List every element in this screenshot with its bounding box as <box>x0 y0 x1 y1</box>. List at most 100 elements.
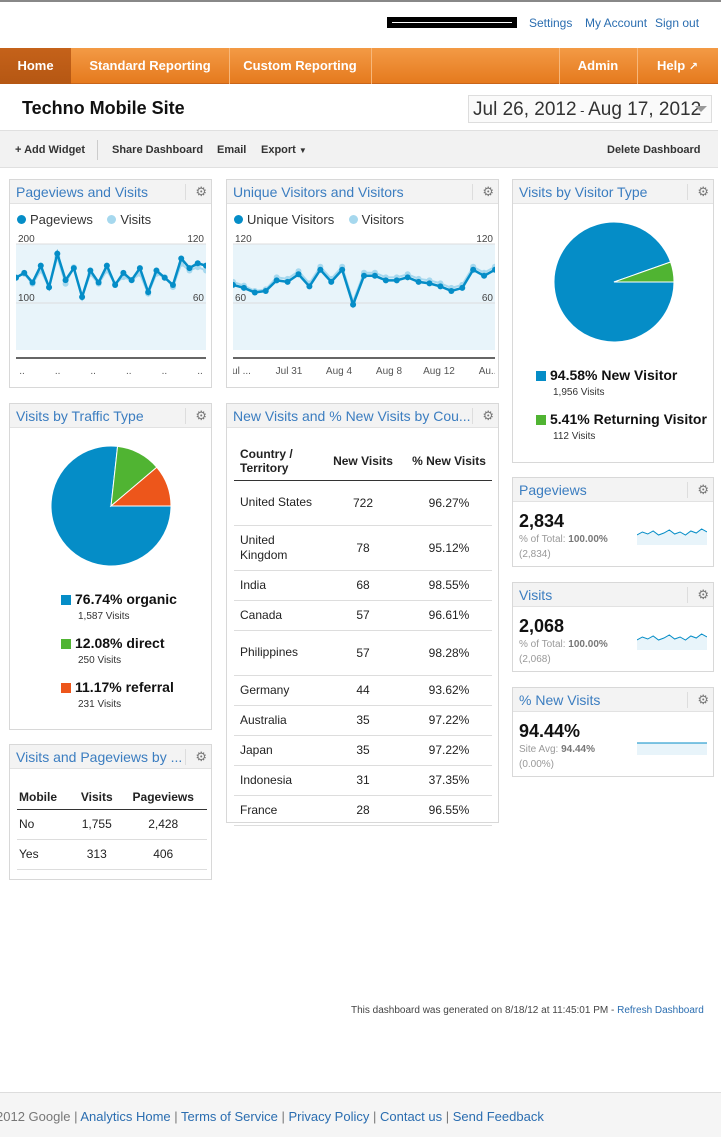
data-point <box>95 279 102 286</box>
dashboard-toolbar: + Add Widget Share Dashboard Email Expor… <box>0 130 718 168</box>
table-row: Indonesia 31 37.35% <box>234 765 492 795</box>
data-point <box>54 250 61 257</box>
data-point <box>29 279 36 286</box>
table-cell: 35 <box>356 743 370 757</box>
x-tick-label: .. <box>162 366 168 377</box>
table-row: France 28 96.55% <box>234 795 492 825</box>
table-cell: 96.27% <box>428 495 470 510</box>
table-cell: 57 <box>356 645 370 660</box>
refresh-dashboard-link[interactable]: Refresh Dashboard <box>617 1005 704 1016</box>
nav-custom-reporting[interactable]: Custom Reporting <box>243 58 357 73</box>
new-visits-sparkline <box>637 742 707 755</box>
metric-value: 2,834 <box>519 511 565 531</box>
data-point <box>194 260 201 267</box>
data-point <box>404 274 411 281</box>
data-point <box>240 284 247 291</box>
nav-standard-reporting[interactable]: Standard Reporting <box>89 58 211 73</box>
widget-pageviews-visits: Pageviews and Visits ⚙ Pageviews Visits 2… <box>9 179 212 388</box>
footer-link-terms[interactable]: Terms of Service <box>181 1109 278 1124</box>
gear-icon[interactable]: ⚙ <box>185 184 207 200</box>
gear-icon[interactable]: ⚙ <box>687 692 709 708</box>
table-cell: 722 <box>352 495 374 510</box>
footer-link-feedback[interactable]: Send Feedback <box>452 1109 544 1124</box>
share-dashboard-button[interactable]: Share Dashboard <box>112 144 204 156</box>
table-cell: Canada <box>240 607 283 622</box>
table-cell: 96.55% <box>428 803 470 817</box>
pie-slice-returning-visitor <box>613 261 675 283</box>
legend-visits: Visits <box>120 212 152 227</box>
nav-home[interactable]: Home <box>0 48 71 84</box>
footer-link-contact[interactable]: Contact us <box>379 1109 443 1124</box>
sign-out-link[interactable]: Sign out <box>655 16 700 30</box>
settings-link[interactable]: Settings <box>529 16 573 30</box>
column-header: Country / Territory <box>240 446 293 475</box>
metric-value: 94.44% <box>519 721 581 741</box>
widget-pageviews: Pageviews ⚙ 2,834 % of Total: 100.00% (2,… <box>512 477 714 567</box>
metric-total: (2,068) <box>519 654 551 665</box>
pie-label-organic: 76.74% organic <box>75 591 177 607</box>
mobile-table: Mobile Visits Pageviews No 1,755 2,428 Yes 3… <box>17 785 207 870</box>
date-range-picker[interactable]: Jul 26, 2012 - Aug 17, 2012 <box>468 95 712 123</box>
table-row: United States 722 96.27% <box>234 480 492 525</box>
export-button[interactable]: Export ▼ <box>261 144 307 156</box>
widget-new-visits-country: New Visits and % New Visits by Cou... ⚙ C… <box>226 403 499 826</box>
x-tick-label: .. <box>126 366 132 377</box>
widget-title: Visits and Pageviews by ... <box>16 749 183 765</box>
footer-link-privacy[interactable]: Privacy Policy <box>288 1109 370 1124</box>
footer: 2012 Google | Analytics Home | Terms of … <box>0 1092 721 1137</box>
footer-link-analytics-home[interactable]: Analytics Home <box>80 1109 171 1124</box>
gear-icon[interactable]: ⚙ <box>472 408 494 424</box>
table-row: Germany 44 93.62% <box>234 675 492 705</box>
gear-icon[interactable]: ⚙ <box>687 587 709 603</box>
table-cell: Germany <box>240 682 290 697</box>
data-point <box>415 278 422 285</box>
gear-icon[interactable]: ⚙ <box>472 184 494 200</box>
data-point <box>70 265 77 272</box>
widget-new-visits-pct: % New Visits ⚙ 94.44% Site Avg: 94.44% (0… <box>512 687 714 777</box>
delete-dashboard-button[interactable]: Delete Dashboard <box>607 144 701 156</box>
my-account-link[interactable]: My Account <box>585 16 648 30</box>
chevron-down-icon <box>695 106 707 112</box>
email-button[interactable]: Email <box>217 144 247 156</box>
data-point <box>426 280 433 287</box>
gear-icon[interactable]: ⚙ <box>185 749 207 765</box>
nav-help-label: Help <box>656 58 686 73</box>
data-point <box>393 277 400 284</box>
widget-title: Visits <box>519 587 553 603</box>
gear-icon[interactable]: ⚙ <box>687 482 709 498</box>
right-tick-label: 120 <box>187 234 204 245</box>
x-tick-label: Au... <box>479 366 495 377</box>
metric-share: Site Avg: 94.44% <box>519 744 595 755</box>
dashboard-generated-note: This dashboard was generated on 8/18/12 … <box>351 1005 704 1016</box>
column-header: Mobile <box>19 789 57 804</box>
page-title: Techno Mobile Site <box>22 98 185 118</box>
nav-admin[interactable]: Admin <box>577 58 619 73</box>
date-range-text: Jul 26, 2012 - Aug 17, 2012 <box>473 99 702 120</box>
legend-visitors: Visitors <box>361 212 405 227</box>
external-link-icon: ↗ <box>688 61 698 73</box>
pie-label-direct: 12.08% direct <box>75 635 165 651</box>
gear-icon[interactable]: ⚙ <box>185 408 207 424</box>
x-tick-label: Jul ... <box>233 366 251 377</box>
data-point <box>470 266 477 273</box>
right-tick-label: 60 <box>482 293 494 304</box>
data-point <box>203 267 206 274</box>
column-header: Pageviews <box>132 789 194 804</box>
nav-help[interactable]: Help ↗ <box>637 48 718 84</box>
table-cell: United Kingdom <box>240 532 288 562</box>
add-widget-button[interactable]: + Add Widget <box>15 144 86 156</box>
pie-sub-returning-visitor: 112 Visits <box>553 431 596 442</box>
visitor-type-pie <box>553 221 675 343</box>
sparkline-line <box>637 528 707 536</box>
left-tick-label: 60 <box>235 293 247 304</box>
x-tick-label: Jul 31 <box>276 366 303 377</box>
gear-icon[interactable]: ⚙ <box>687 184 709 200</box>
traffic-type-pie <box>50 445 172 567</box>
sparkline-line <box>637 633 707 641</box>
country-table: Country / Territory New Visits % New Vis… <box>234 442 492 826</box>
table-cell: 97.22% <box>428 713 470 727</box>
widget-title: Unique Visitors and Visitors <box>233 184 404 200</box>
plot-area <box>233 244 495 350</box>
table-cell: India <box>240 577 267 592</box>
pie-sub-direct: 250 Visits <box>78 655 122 666</box>
